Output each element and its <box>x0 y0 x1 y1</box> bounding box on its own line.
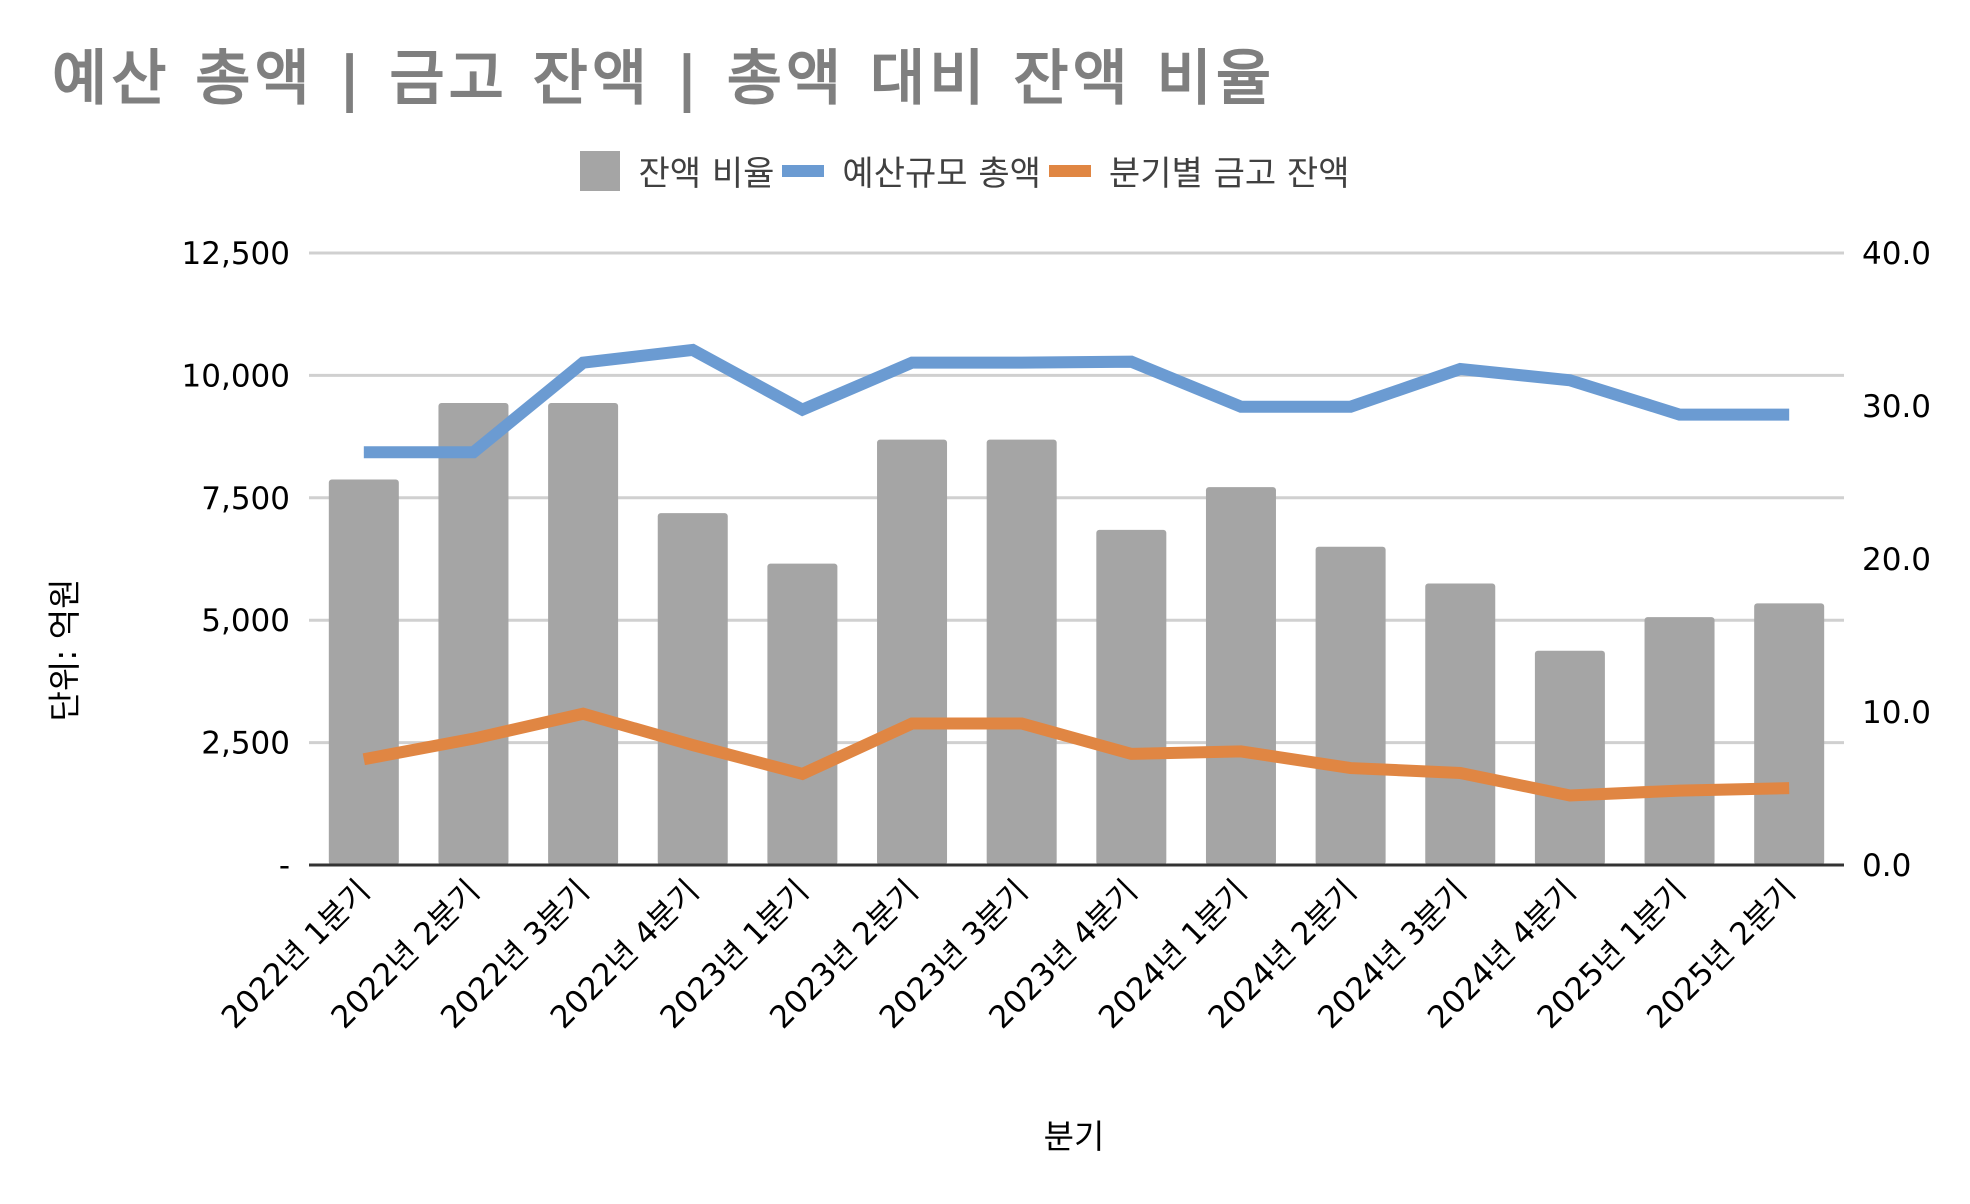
bar <box>1205 487 1276 865</box>
bar <box>877 439 948 865</box>
bar <box>657 513 728 865</box>
left-tick-label: 5,000 <box>201 603 290 639</box>
bar <box>548 402 619 865</box>
left-tick-label: 10,000 <box>182 358 290 394</box>
legend-label: 예산규모 총액 <box>842 154 1041 194</box>
bar <box>1644 617 1715 865</box>
legend: 잔액 비율 예산규모 총액 분기별 금고 잔액 <box>0 146 1970 195</box>
right-tick-label: 30.0 <box>1862 389 1931 425</box>
bar <box>1315 546 1386 865</box>
legend-label: 잔액 비율 <box>638 154 775 194</box>
x-axis-title: 분기 <box>1044 1117 1105 1156</box>
legend-swatch-line <box>782 164 825 177</box>
legend-item-balance: 분기별 금고 잔액 <box>1048 146 1350 195</box>
bar <box>438 402 509 865</box>
bar <box>767 563 838 865</box>
right-tick-label: 10.0 <box>1862 695 1931 731</box>
left-tick-label: 7,500 <box>201 481 290 517</box>
bar <box>986 439 1057 865</box>
right-tick-label: 40.0 <box>1862 236 1931 272</box>
line-series-2 <box>362 707 1790 802</box>
legend-swatch-bar <box>580 150 621 191</box>
legend-item-budget: 예산규모 총액 <box>782 146 1041 195</box>
legend-label: 분기별 금고 잔액 <box>1108 154 1350 194</box>
right-tick-label: 20.0 <box>1862 542 1931 578</box>
bar <box>1425 583 1496 865</box>
line-series-1 <box>363 343 1790 459</box>
bar <box>1096 529 1167 865</box>
left-tick-label: - <box>279 848 290 884</box>
legend-swatch-line <box>1048 164 1091 177</box>
left-tick-label: 12,500 <box>182 236 290 272</box>
legend-item-ratio: 잔액 비율 <box>580 146 774 195</box>
y-axis-title: 단위: 억원 <box>45 578 84 721</box>
chart-title: 예산 총액 | 금고 잔액 | 총액 대비 잔액 비율 <box>52 44 1276 114</box>
bar <box>328 479 399 865</box>
left-tick-label: 2,500 <box>201 726 290 762</box>
bar <box>1754 603 1825 865</box>
bar <box>1534 650 1605 865</box>
right-tick-label: 0.0 <box>1862 848 1911 884</box>
